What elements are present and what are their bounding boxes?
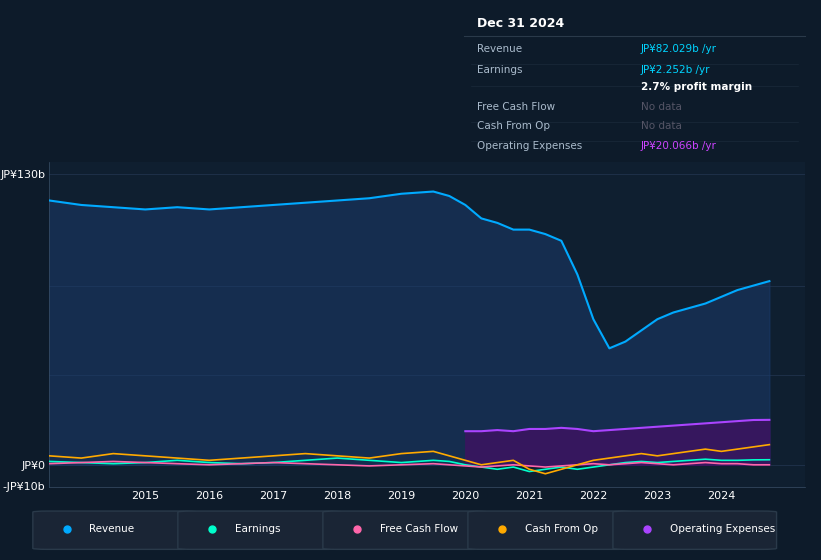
Text: Operating Expenses: Operating Expenses: [670, 524, 775, 534]
Text: Dec 31 2024: Dec 31 2024: [478, 17, 565, 30]
FancyBboxPatch shape: [613, 511, 777, 549]
Text: No data: No data: [641, 122, 682, 132]
Text: JP¥2.252b /yr: JP¥2.252b /yr: [641, 66, 710, 76]
Text: No data: No data: [641, 102, 682, 111]
Text: Revenue: Revenue: [89, 524, 135, 534]
Text: Free Cash Flow: Free Cash Flow: [478, 102, 556, 111]
FancyBboxPatch shape: [323, 511, 487, 549]
Text: Operating Expenses: Operating Expenses: [478, 141, 583, 151]
FancyBboxPatch shape: [178, 511, 342, 549]
Text: -JP¥10b: -JP¥10b: [2, 482, 45, 492]
FancyBboxPatch shape: [33, 511, 196, 549]
Text: Free Cash Flow: Free Cash Flow: [379, 524, 457, 534]
FancyBboxPatch shape: [468, 511, 631, 549]
Text: JP¥82.029b /yr: JP¥82.029b /yr: [641, 44, 717, 54]
Text: Earnings: Earnings: [235, 524, 280, 534]
Text: Revenue: Revenue: [478, 44, 523, 54]
Text: Earnings: Earnings: [478, 66, 523, 76]
Text: Cash From Op: Cash From Op: [525, 524, 598, 534]
Text: Cash From Op: Cash From Op: [478, 122, 551, 132]
Text: 2.7% profit margin: 2.7% profit margin: [641, 82, 752, 92]
Text: JP¥20.066b /yr: JP¥20.066b /yr: [641, 141, 717, 151]
